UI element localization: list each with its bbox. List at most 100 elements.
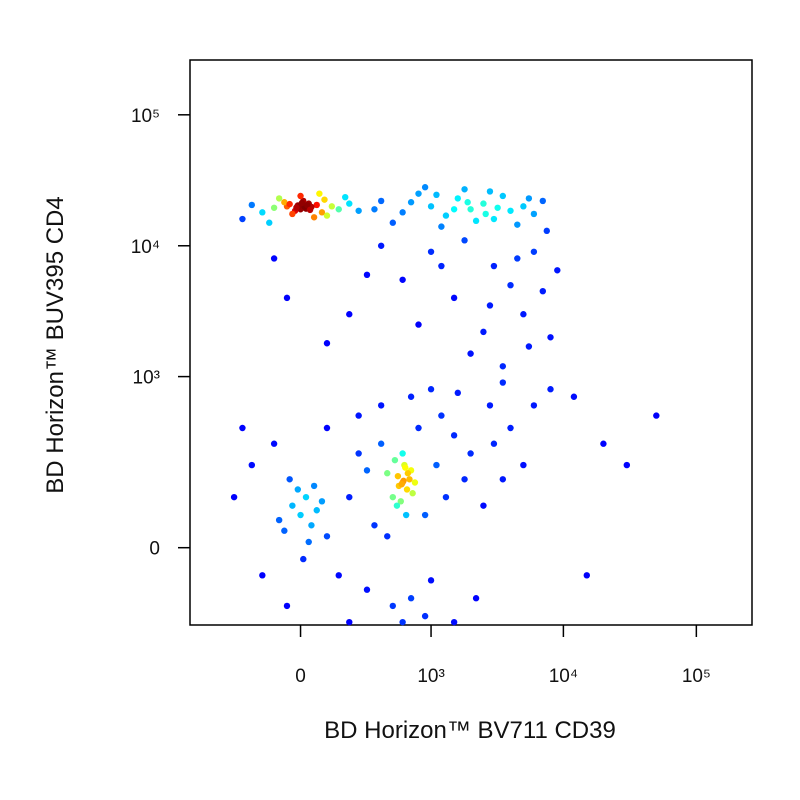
event-dot: [427, 386, 435, 393]
event-dot: [530, 248, 538, 255]
event-dot: [482, 210, 489, 218]
event-dot: [404, 470, 412, 477]
event-dot: [321, 196, 328, 203]
event-dot: [525, 195, 533, 202]
y-tick-label: 0: [149, 539, 160, 560]
event-dot: [438, 262, 445, 270]
event-dot: [323, 424, 331, 432]
event-dot: [371, 522, 378, 529]
event-dot: [239, 424, 246, 432]
plot-frame: [189, 59, 753, 626]
event-dot: [411, 479, 419, 486]
event-dot: [520, 461, 527, 469]
event-dot: [490, 440, 498, 447]
event-dot: [286, 200, 293, 208]
event-dot: [393, 502, 401, 509]
event-dot: [270, 440, 278, 447]
event-dot: [391, 456, 399, 464]
event-dot: [520, 203, 527, 210]
event-dot: [525, 343, 533, 350]
event-dot: [389, 602, 397, 610]
event-dot: [407, 199, 415, 206]
event-dot: [266, 219, 273, 226]
event-dot: [480, 328, 487, 336]
event-dot: [399, 209, 406, 216]
event-dot: [384, 470, 391, 477]
event-dot: [480, 200, 487, 207]
event-dot: [399, 450, 406, 457]
event-dot: [275, 195, 283, 202]
event-dot: [486, 302, 494, 309]
event-dot: [406, 476, 413, 483]
event-dot: [499, 192, 507, 200]
event-dot: [346, 200, 353, 207]
y-tick-label: 10³: [133, 368, 160, 389]
event-dot: [310, 214, 318, 221]
event-dot: [283, 294, 291, 302]
event-dot: [248, 201, 256, 209]
event-dot: [259, 572, 266, 579]
event-dot: [323, 212, 331, 219]
event-dot: [507, 207, 514, 214]
event-dot: [397, 498, 404, 505]
event-dot: [454, 195, 462, 202]
x-tick-label: 10⁴: [549, 666, 578, 687]
event-dot: [286, 476, 293, 483]
event-dot: [490, 262, 498, 270]
event-dot: [346, 493, 353, 501]
event-dot: [371, 206, 378, 213]
event-dot: [467, 206, 474, 213]
event-dot: [289, 210, 296, 218]
event-dot: [294, 486, 302, 493]
event-dot: [494, 204, 501, 211]
event-dot: [384, 533, 391, 540]
event-dot: [328, 203, 336, 210]
event-dot: [377, 242, 385, 249]
event-dot: [270, 255, 278, 262]
event-dot: [399, 276, 406, 283]
event-dot: [472, 595, 480, 602]
event-dot: [316, 190, 323, 197]
event-dot: [507, 424, 514, 432]
event-dot: [433, 191, 440, 199]
event-dot: [363, 271, 371, 279]
event-dot: [464, 199, 471, 206]
event-dot: [461, 476, 468, 483]
event-dot: [499, 476, 507, 483]
event-dot: [259, 209, 266, 216]
event-dot: [450, 618, 458, 626]
event-dot: [530, 210, 538, 218]
event-dot: [427, 248, 435, 255]
event-dot: [539, 287, 547, 295]
event-dot: [547, 334, 554, 341]
event-dot: [313, 201, 320, 209]
event-dot: [514, 221, 521, 228]
event-dot: [377, 197, 385, 205]
event-dot: [283, 602, 291, 610]
event-dot: [306, 206, 314, 214]
event-dot: [554, 267, 561, 274]
event-dot: [399, 618, 406, 626]
event-dot: [323, 340, 331, 347]
event-dot: [499, 363, 507, 370]
event-dot: [583, 572, 591, 579]
event-dot: [248, 461, 256, 469]
event-dot: [490, 215, 498, 223]
event-dot: [355, 207, 362, 214]
event-dot: [421, 511, 429, 519]
event-dot: [377, 440, 385, 447]
event-dot: [547, 386, 554, 393]
event-dot: [270, 204, 278, 211]
event-dot: [530, 402, 538, 409]
event-dot: [275, 516, 283, 524]
event-dot: [486, 188, 494, 195]
event-dot: [472, 217, 480, 225]
event-dot: [402, 511, 410, 519]
event-dot: [394, 472, 402, 480]
event-dot: [427, 203, 435, 210]
event-dot: [302, 493, 310, 501]
event-dot: [442, 212, 450, 219]
event-dot: [467, 350, 474, 357]
y-tick-label: 10⁴: [131, 237, 160, 258]
event-dot: [450, 432, 458, 439]
